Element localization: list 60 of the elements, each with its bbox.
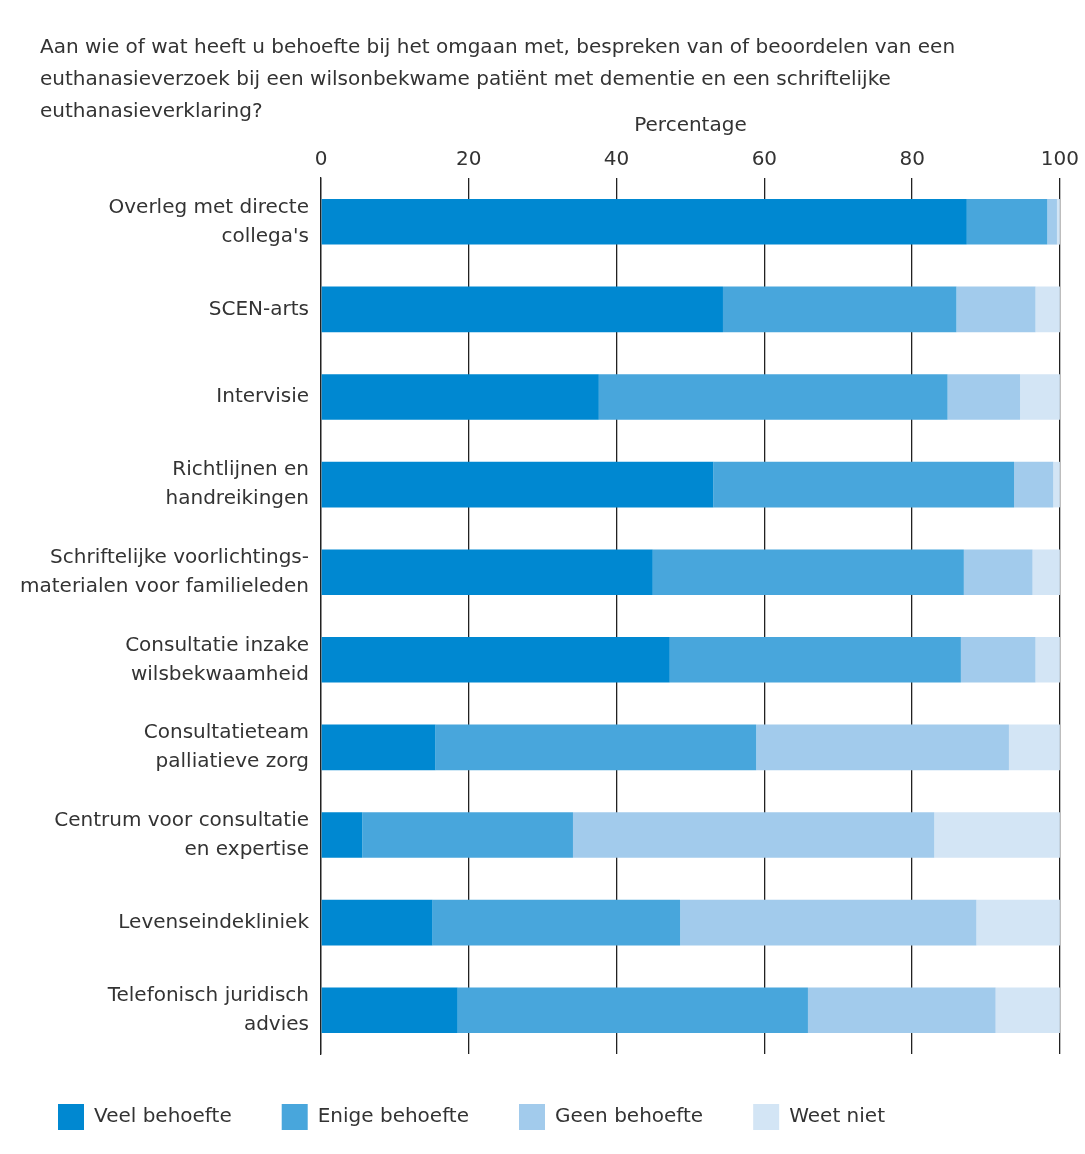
bar bbox=[321, 899, 433, 946]
x-tick-label: 60 bbox=[751, 146, 778, 171]
bar bbox=[680, 899, 977, 946]
bar bbox=[1047, 199, 1057, 245]
bar bbox=[713, 461, 1015, 508]
y-tick-label: Consultatieteam palliatieve zorg bbox=[143, 719, 309, 773]
bar bbox=[1032, 549, 1060, 595]
bar bbox=[966, 199, 1048, 245]
bar bbox=[572, 812, 935, 858]
y-tick-label: Centrum voor consultatie en expertise bbox=[54, 806, 309, 860]
x-tick-label: 100 bbox=[1040, 146, 1080, 171]
bar bbox=[457, 987, 808, 1033]
bar bbox=[321, 549, 653, 595]
y-tick-label: Overleg met directe collega's bbox=[108, 193, 309, 247]
y-tick-label: Levenseindekliniek bbox=[118, 908, 310, 933]
bar bbox=[807, 987, 996, 1033]
bar bbox=[321, 637, 670, 683]
x-tick-label: 40 bbox=[603, 146, 630, 171]
bar bbox=[321, 987, 458, 1033]
y-tick-label: SCEN-arts bbox=[208, 295, 309, 320]
bar bbox=[598, 374, 948, 420]
bar bbox=[995, 987, 1060, 1033]
bar bbox=[722, 286, 957, 333]
bar bbox=[321, 812, 363, 858]
bar bbox=[1014, 461, 1054, 508]
y-tick-label: Intervisie bbox=[216, 383, 309, 408]
bar bbox=[947, 374, 1021, 420]
x-tick-label: 20 bbox=[456, 146, 482, 171]
bar bbox=[963, 549, 1033, 595]
bar bbox=[652, 549, 964, 595]
x-tick-label: 80 bbox=[899, 146, 925, 171]
y-tick-label: Richtlijnen en handreikingen bbox=[165, 456, 309, 510]
bar bbox=[934, 812, 1060, 858]
bar bbox=[960, 637, 1036, 683]
bar bbox=[1035, 637, 1060, 683]
y-tick-label: Telefonisch juridisch advies bbox=[106, 981, 309, 1035]
bar bbox=[1008, 724, 1060, 771]
bar bbox=[1056, 199, 1060, 245]
bar bbox=[1053, 461, 1060, 508]
bar bbox=[362, 812, 573, 858]
bar bbox=[1035, 286, 1060, 333]
bar bbox=[976, 899, 1060, 946]
legend-label: Veel behoefte bbox=[94, 1103, 232, 1128]
bar bbox=[321, 199, 967, 245]
bar bbox=[1020, 374, 1060, 420]
y-tick-label: Consultatie inzake wilsbekwaamheid bbox=[125, 631, 309, 685]
legend-label: Enige behoefte bbox=[317, 1103, 469, 1128]
bar bbox=[321, 286, 723, 333]
legend-label: Weet niet bbox=[789, 1103, 886, 1128]
bar bbox=[321, 374, 599, 420]
bar bbox=[321, 461, 714, 508]
bar bbox=[956, 286, 1036, 333]
bar bbox=[669, 637, 961, 683]
bar bbox=[756, 724, 1009, 771]
legend-label: Geen behoefte bbox=[554, 1103, 704, 1128]
y-tick-label: Schriftelijke voorlichtings- materialen voor familieleden bbox=[19, 543, 309, 597]
bar bbox=[432, 899, 681, 946]
x-tick-label: 0 bbox=[314, 146, 328, 171]
bar bbox=[435, 724, 757, 771]
bar bbox=[321, 724, 436, 771]
